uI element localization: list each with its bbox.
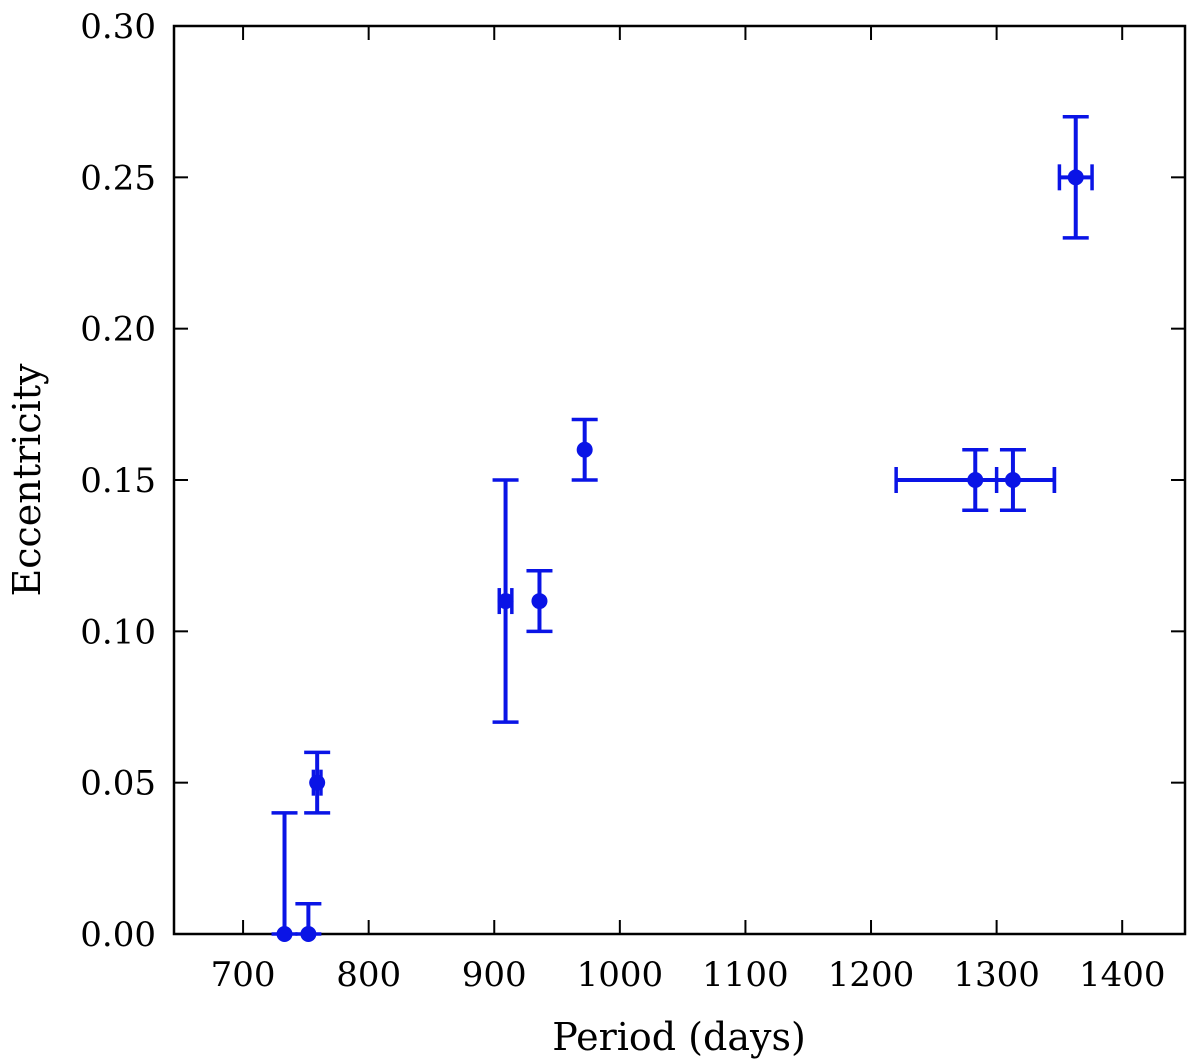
- x-tick-label: 1200: [828, 955, 915, 995]
- data-marker: [300, 926, 317, 942]
- x-tick-label: 1300: [953, 955, 1040, 995]
- data-point-2: [295, 901, 322, 942]
- data-point-6: [571, 417, 598, 482]
- data-point-1: [271, 811, 298, 942]
- data-marker: [531, 593, 548, 610]
- data-marker: [967, 472, 984, 488]
- y-tick-label: 0.25: [80, 158, 156, 198]
- data-point-4: [492, 478, 519, 724]
- data-point-9: [1057, 115, 1094, 240]
- x-tick-label: 700: [211, 955, 276, 995]
- y-tick-label: 0.15: [80, 461, 156, 501]
- data-marker: [497, 593, 514, 610]
- y-tick-label: 0.05: [80, 764, 156, 804]
- data-point-3: [304, 750, 331, 815]
- axis-ticks: 700 800 900 1000 1100 1200 1300 1400 0.00 0.05 0.1…: [80, 7, 1185, 995]
- x-tick-label: 1000: [577, 955, 664, 995]
- data-marker: [309, 774, 326, 791]
- y-tick-label: 0.20: [80, 310, 156, 350]
- data-marker: [576, 441, 593, 458]
- y-tick-label: 0.00: [80, 915, 156, 955]
- data-point-5: [526, 569, 553, 634]
- x-tick-label: 900: [462, 955, 527, 995]
- data-marker: [1067, 169, 1084, 186]
- data-points: [271, 115, 1094, 942]
- data-marker: [1004, 472, 1021, 488]
- x-tick-label: 800: [336, 955, 401, 995]
- y-tick-label: 0.10: [80, 612, 156, 652]
- y-tick-label: 0.30: [80, 7, 156, 47]
- y-axis-title: Eccentricity: [5, 363, 49, 597]
- data-marker: [276, 926, 293, 942]
- data-point-8: [994, 447, 1057, 513]
- x-axis-title: Period (days): [552, 1015, 806, 1059]
- x-tick-label: 1400: [1079, 955, 1166, 995]
- x-tick-label: 1100: [702, 955, 789, 995]
